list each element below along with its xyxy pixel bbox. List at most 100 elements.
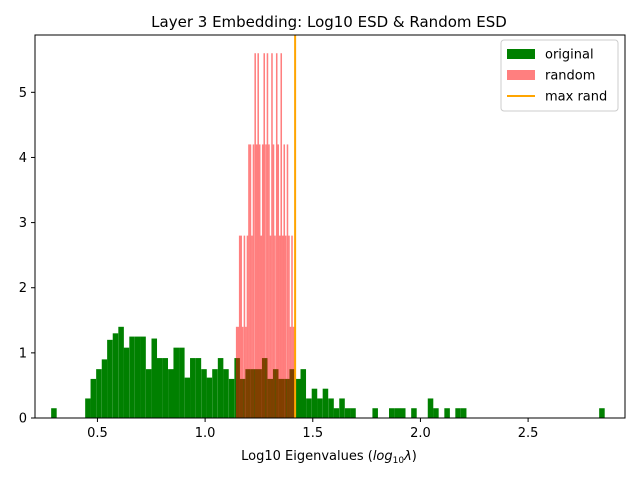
- original-bar: [134, 336, 141, 418]
- original-bar: [151, 338, 158, 418]
- random-bar: [252, 144, 255, 418]
- original-bar: [140, 336, 146, 418]
- original-bar: [118, 326, 124, 418]
- random-bar: [241, 326, 244, 418]
- y-tick-label: 0: [19, 412, 27, 427]
- y-tick-label: 3: [19, 216, 27, 231]
- random-bar: [281, 235, 284, 418]
- random-bar: [280, 53, 283, 418]
- y-tick-label: 1: [19, 346, 27, 361]
- x-axis-label-math: log: [373, 449, 393, 464]
- original-bar: [350, 408, 356, 418]
- original-bar: [344, 408, 351, 418]
- original-bar: [311, 388, 318, 418]
- original-bar: [101, 359, 108, 418]
- random-bar: [274, 235, 276, 418]
- original-bar: [455, 408, 461, 418]
- random-bar: [235, 326, 238, 418]
- x-tick-label: 1.0: [195, 426, 216, 441]
- random-bar: [246, 235, 249, 418]
- random-bar: [266, 53, 269, 418]
- original-bar: [112, 333, 119, 418]
- original-bar: [129, 336, 135, 418]
- y-tick-label: 2: [19, 281, 27, 296]
- random-bar: [261, 144, 264, 418]
- original-bar: [460, 408, 467, 418]
- original-bar: [206, 377, 213, 418]
- random-bar: [255, 144, 258, 418]
- random-bar: [237, 326, 239, 418]
- original-bar: [212, 369, 218, 418]
- legend-swatch: [507, 70, 535, 80]
- original-bar: [184, 377, 191, 418]
- original-bar: [223, 369, 229, 418]
- random-bar: [263, 53, 266, 418]
- random-bar: [268, 144, 270, 418]
- original-bar: [328, 398, 334, 418]
- original-bar: [300, 369, 307, 418]
- x-tick-label: 2.0: [410, 426, 431, 441]
- x-axis-label-sub: 10: [393, 456, 405, 466]
- original-bar: [444, 408, 450, 418]
- x-axis-label-lambda: λ: [403, 449, 412, 464]
- original-bar: [433, 408, 439, 418]
- legend-label: original: [545, 48, 594, 63]
- random-bar: [254, 53, 256, 418]
- plot-area: [51, 35, 605, 418]
- random-bar: [292, 326, 295, 418]
- random-bar: [260, 235, 262, 418]
- axes: 0.5 1.0 1.5 2.0 2.5 0 1 2 3 4 5: [19, 34, 626, 441]
- original-bar: [96, 369, 102, 418]
- random-bar: [278, 235, 281, 418]
- random-bar: [245, 326, 247, 418]
- original-bar: [156, 358, 163, 418]
- random-bar: [248, 144, 250, 418]
- original-bar: [90, 378, 97, 418]
- original-bar: [190, 358, 196, 418]
- x-axis-label: Log10 Eigenvalues (log10λ): [241, 449, 417, 466]
- original-bar: [179, 347, 185, 418]
- legend-label: random: [545, 69, 595, 84]
- original-bar: [372, 408, 378, 418]
- random-bar: [271, 53, 273, 418]
- original-bar: [85, 398, 91, 418]
- random-bar: [238, 235, 241, 418]
- random-bar: [284, 235, 287, 418]
- x-axis-label-suffix: ): [412, 449, 417, 464]
- original-bar: [322, 388, 329, 418]
- original-bar: [145, 369, 152, 418]
- original-bar: [394, 408, 401, 418]
- random-bar: [291, 235, 293, 418]
- original-bar: [107, 339, 113, 418]
- y-tick-label: 4: [19, 151, 27, 166]
- random-bar: [243, 235, 246, 418]
- original-bar: [217, 358, 224, 418]
- random-bar: [265, 144, 267, 418]
- y-tick-label: 5: [19, 86, 27, 101]
- original-bar: [295, 378, 301, 418]
- legend-swatch: [507, 49, 535, 59]
- original-bar: [195, 358, 202, 418]
- original-bar: [317, 398, 323, 418]
- legend: original random max rand: [500, 39, 619, 112]
- original-bar: [168, 369, 174, 418]
- x-tick-label: 1.5: [302, 426, 323, 441]
- random-bar: [249, 144, 252, 418]
- original-bar: [162, 358, 169, 418]
- original-bar: [599, 408, 605, 418]
- random-bar: [277, 144, 279, 418]
- random-bar: [251, 235, 253, 418]
- original-bar: [306, 398, 312, 418]
- original-bar: [427, 398, 434, 418]
- random-bar: [272, 144, 275, 418]
- random-bar: [289, 326, 292, 418]
- original-bar: [173, 347, 179, 418]
- random-bar: [286, 144, 289, 418]
- random-bar: [269, 235, 272, 418]
- random-bar: [283, 144, 286, 418]
- original-bar: [51, 408, 57, 418]
- original-bar: [228, 378, 235, 418]
- original-bar: [339, 398, 345, 418]
